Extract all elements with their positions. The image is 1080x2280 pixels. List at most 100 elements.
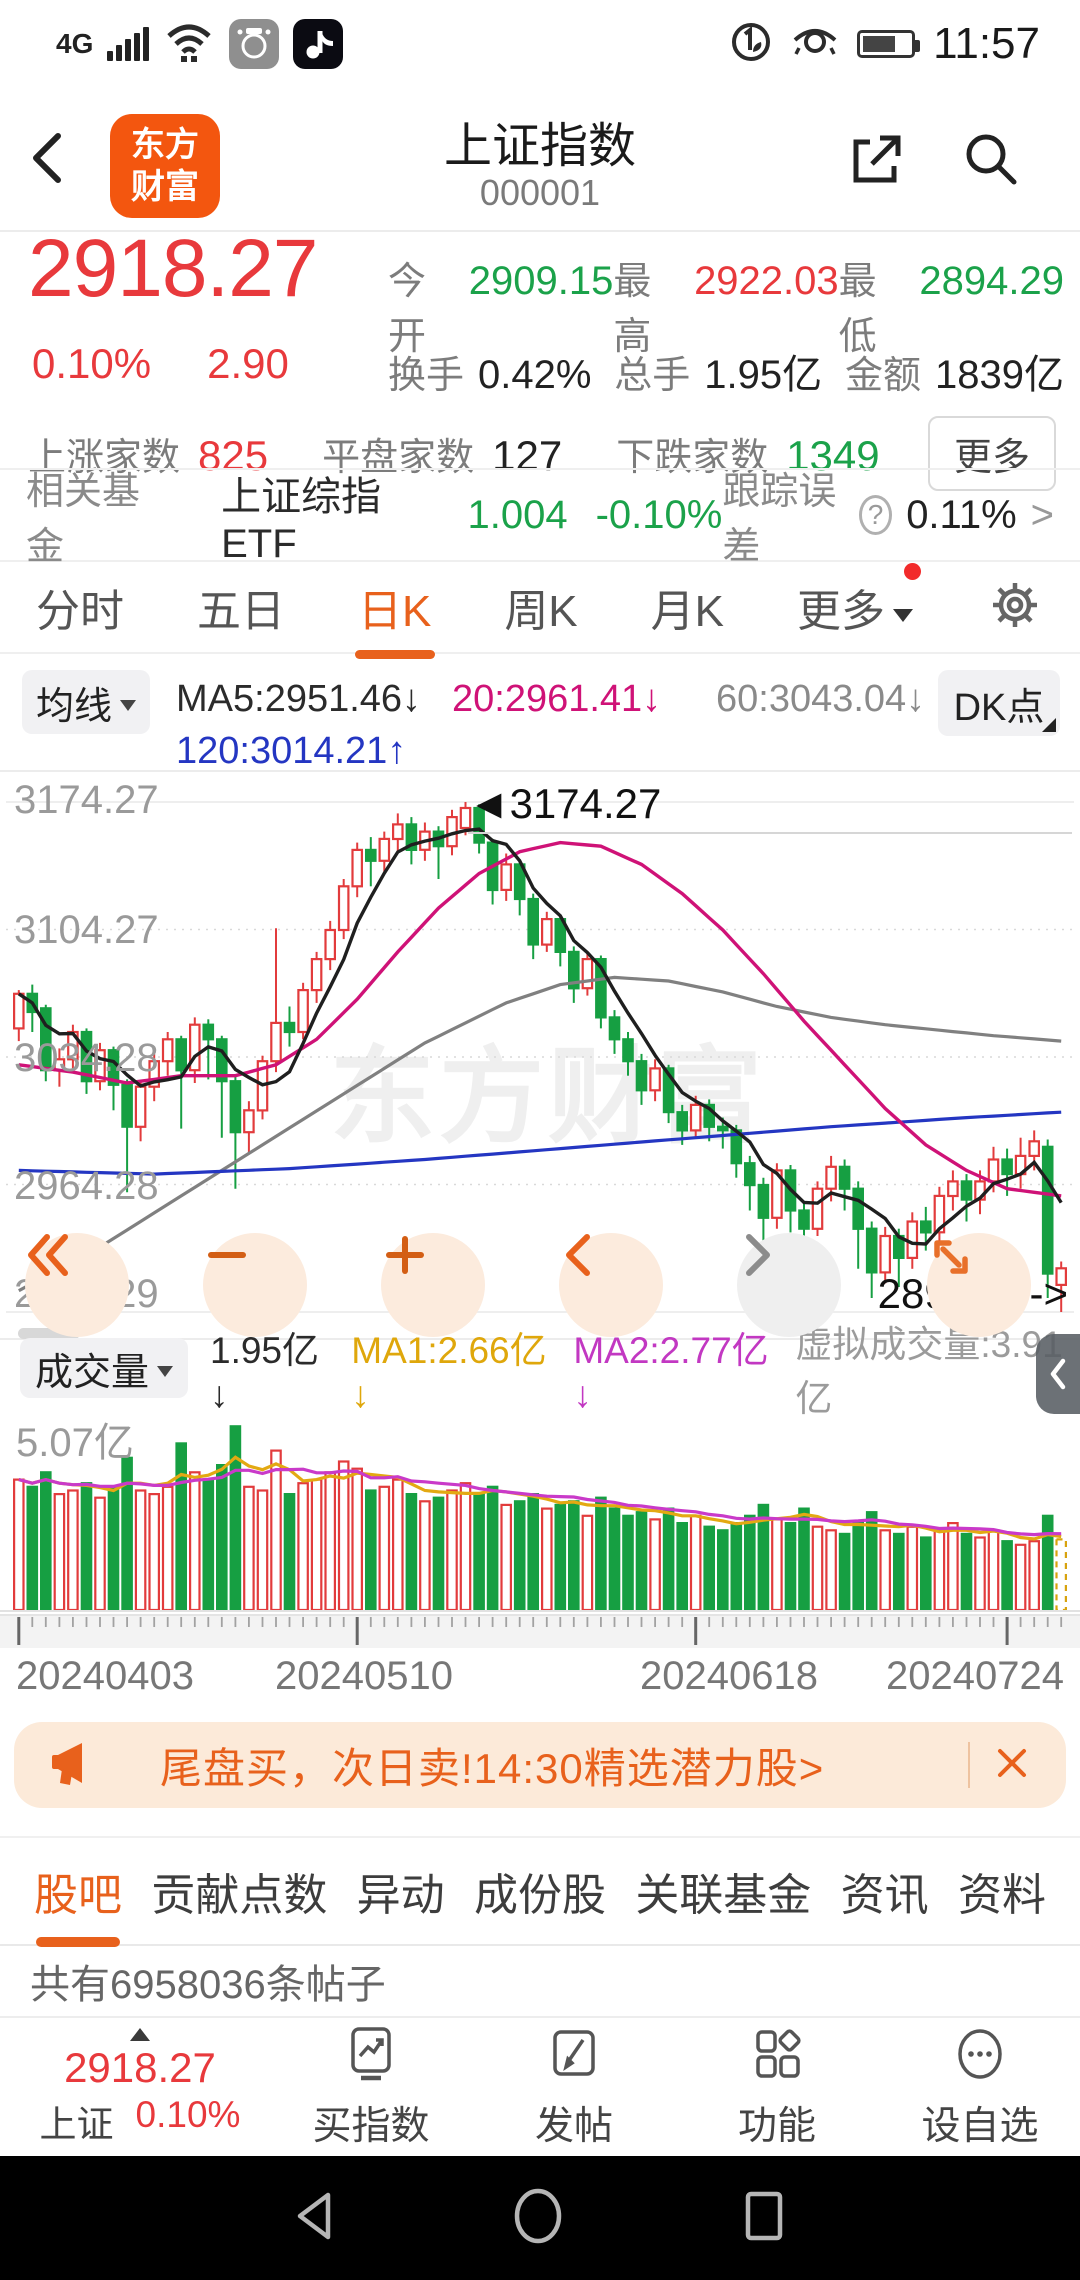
- tab-contribution[interactable]: 贡献点数: [151, 1859, 327, 1923]
- stat-value: 2894.29: [919, 259, 1064, 304]
- caret-up-icon: [130, 2028, 150, 2041]
- tab-guba[interactable]: 股吧: [34, 1859, 122, 1923]
- tracking-error-label: 跟踪误差: [722, 460, 844, 570]
- tab-monthly-k[interactable]: 月K: [651, 575, 724, 639]
- promo-text[interactable]: 尾盘买，次日卖!14:30精选潜力股>: [160, 1735, 824, 1796]
- x-axis-date: 20240618: [640, 1654, 818, 1699]
- data-saver-icon: [729, 20, 773, 69]
- help-icon[interactable]: ?: [859, 495, 892, 535]
- tracking-error-value: 0.11%: [906, 493, 1016, 538]
- tab-more[interactable]: 更多: [797, 575, 913, 639]
- tab-weekly-k[interactable]: 周K: [504, 575, 577, 639]
- nav-add-watchlist[interactable]: 设自选: [879, 2018, 1080, 2158]
- fund-nav: 1.004: [467, 493, 567, 538]
- tab-profile[interactable]: 资料: [958, 1859, 1046, 1923]
- watchlist-ellipsis-icon: [953, 2026, 1007, 2087]
- ma-selector-button[interactable]: 均线: [22, 670, 150, 734]
- x-axis-date: 20240510: [275, 1654, 453, 1699]
- fund-name: 上证综指ETF: [221, 464, 433, 567]
- pan-left-button[interactable]: [559, 1233, 663, 1337]
- price-change-row: 0.10% 2.90: [32, 340, 289, 388]
- kline-chart[interactable]: 东方财富 3174.27 3104.27 3034.28 2964.28 289…: [0, 770, 1080, 1340]
- stat-label: 总手: [614, 344, 690, 399]
- related-fund-row[interactable]: 相关基金 上证综指ETF 1.004 -0.10% 跟踪误差 ? 0.11% >: [0, 468, 1080, 562]
- zoom-out-button[interactable]: [203, 1233, 307, 1337]
- tab-movement[interactable]: 异动: [357, 1859, 445, 1923]
- chevron-down-icon: [893, 609, 913, 622]
- change-value: 2.90: [207, 340, 289, 388]
- volume-ma1: MA1:2.66亿↓: [351, 1320, 551, 1416]
- stat-value: 1839亿: [935, 342, 1064, 400]
- related-fund-label: 相关基金: [26, 460, 163, 570]
- promo-banner[interactable]: 尾盘买，次日卖!14:30精选潜力股>: [14, 1722, 1066, 1808]
- features-grid-icon: [750, 2026, 804, 2087]
- nav-index-percent: 0.10%: [136, 2094, 241, 2148]
- x-axis-labels: 20240403 20240510 20240618 20240724: [0, 1650, 1080, 1708]
- megaphone-icon: [48, 1739, 100, 1792]
- eye-comfort-icon: [791, 20, 839, 69]
- peak-price-annotation: ◄3174.27: [468, 780, 661, 828]
- chart-settings-gear-icon[interactable]: [986, 576, 1044, 639]
- quote-stats-row2: 换手0.42% 总手1.95亿 金额1839亿: [388, 342, 1064, 400]
- ma60-value: 60:3043.04↓: [716, 678, 925, 721]
- volume-chart[interactable]: 5.07亿: [0, 1404, 1080, 1614]
- peak-annotation-line: [468, 832, 1072, 834]
- share-icon[interactable]: [846, 128, 908, 195]
- x-axis-ruler[interactable]: [0, 1614, 1080, 1648]
- app-header: 东方 财富 上证指数 000001: [0, 88, 1080, 232]
- douyin-app-icon: [293, 19, 343, 69]
- volume-header: 成交量 1.95亿↓ MA1:2.66亿↓ MA2:2.77亿↓ 虚拟成交量:3…: [0, 1332, 1080, 1404]
- zoom-in-button[interactable]: [381, 1233, 485, 1337]
- stat-value: 2909.15: [469, 259, 614, 304]
- nav-index-name: 上证: [40, 2094, 114, 2148]
- volume-max-label: 5.07亿: [16, 1410, 134, 1468]
- stat-value: 2922.03: [694, 259, 839, 304]
- ma-legend: 均线 MA5:2951.46↓ 20:2961.41↓ 60:3043.04↓ …: [0, 656, 1080, 770]
- nav-features[interactable]: 功能: [676, 2018, 878, 2158]
- tab-linked-funds[interactable]: 关联基金: [635, 1859, 811, 1923]
- candlestick-plot: [0, 772, 1080, 1338]
- buy-index-icon: [344, 2026, 398, 2087]
- search-icon[interactable]: [960, 128, 1022, 195]
- pan-right-button[interactable]: [737, 1233, 841, 1337]
- tab-news[interactable]: 资讯: [841, 1859, 929, 1923]
- volume-plot: [0, 1404, 1080, 1614]
- dk-point-button[interactable]: DK点: [938, 670, 1060, 736]
- bottom-nav: 2918.27 上证 0.10% 买指数 发帖 功能 设自选: [0, 2016, 1080, 2156]
- notification-dot: [904, 563, 921, 580]
- stat-label: 金额: [845, 344, 921, 399]
- system-nav-bar: [0, 2156, 1080, 2280]
- system-home-icon[interactable]: [512, 2188, 564, 2249]
- system-back-icon[interactable]: [292, 2190, 336, 2247]
- wifi-icon: [163, 20, 215, 69]
- system-recents-icon[interactable]: [740, 2188, 788, 2249]
- x-axis-date: 20240403: [16, 1654, 194, 1699]
- tab-five-day[interactable]: 五日: [197, 575, 285, 639]
- volume-selector-button[interactable]: 成交量: [20, 1338, 188, 1398]
- status-bar: 4G 11:57: [0, 0, 1080, 88]
- signal-strength-icon: [107, 27, 149, 61]
- content-tabs: 股吧 贡献点数 异动 成份股 关联基金 资讯 资料: [0, 1836, 1080, 1946]
- close-icon[interactable]: [992, 1743, 1032, 1788]
- network-type-label: 4G: [56, 30, 93, 58]
- stat-label: 换手: [388, 344, 464, 399]
- posts-count: 共有6958036条帖子: [0, 1948, 1080, 2014]
- expand-chart-button[interactable]: [927, 1233, 1031, 1337]
- x-axis-date: 20240724: [886, 1654, 1064, 1699]
- ma5-value: MA5:2951.46↓: [176, 678, 421, 721]
- fund-percent: -0.10%: [596, 493, 723, 538]
- status-time: 11:57: [933, 19, 1040, 69]
- nav-index-price: 2918.27: [64, 2043, 216, 2093]
- y-axis-label: 3174.27: [14, 778, 159, 823]
- tab-daily-k[interactable]: 日K: [358, 575, 431, 639]
- nav-index-quote[interactable]: 2918.27 上证 0.10%: [0, 2018, 280, 2158]
- post-pencil-icon: [547, 2026, 601, 2087]
- rewind-button[interactable]: [25, 1233, 129, 1337]
- tab-minute[interactable]: 分时: [36, 575, 124, 639]
- y-axis-label: 3034.28: [14, 1036, 159, 1081]
- collapse-panel-tab[interactable]: [1036, 1334, 1080, 1414]
- nav-buy-index[interactable]: 买指数: [270, 2018, 472, 2158]
- nav-post[interactable]: 发帖: [473, 2018, 675, 2158]
- tab-constituents[interactable]: 成份股: [474, 1859, 606, 1923]
- ma20-value: 20:2961.41↓: [452, 678, 661, 721]
